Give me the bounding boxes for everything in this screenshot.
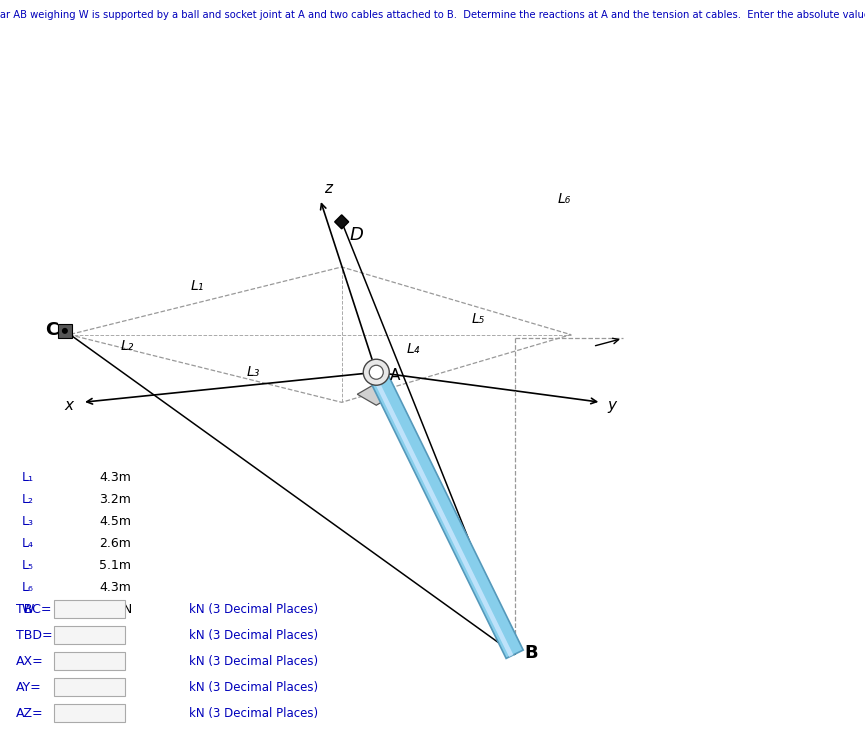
Text: AY=: AY= <box>16 681 42 693</box>
Text: L₅: L₅ <box>22 559 34 572</box>
Text: y: y <box>607 399 616 414</box>
Text: kN (3 Decimal Places): kN (3 Decimal Places) <box>189 602 317 616</box>
Text: L₁: L₁ <box>22 471 34 484</box>
Text: L₃: L₃ <box>247 365 260 379</box>
Text: A homogenous bar AB weighing W is supported by a ball and socket joint at A and : A homogenous bar AB weighing W is suppor… <box>0 10 865 20</box>
FancyBboxPatch shape <box>54 704 125 722</box>
Circle shape <box>62 328 67 334</box>
Text: L₂: L₂ <box>121 338 134 353</box>
Text: z: z <box>324 181 332 196</box>
Text: 3.2m: 3.2m <box>99 493 131 506</box>
Text: 4.5m: 4.5m <box>99 515 131 528</box>
Text: W: W <box>22 603 34 616</box>
Polygon shape <box>357 384 395 405</box>
Text: 4.3m: 4.3m <box>99 471 131 484</box>
Text: x: x <box>64 399 74 414</box>
Text: L₁: L₁ <box>190 278 203 293</box>
Text: L₄: L₄ <box>22 537 34 550</box>
Text: D: D <box>349 226 363 244</box>
FancyBboxPatch shape <box>54 652 125 670</box>
Text: L₆: L₆ <box>558 192 571 206</box>
Text: L₆: L₆ <box>22 581 34 594</box>
Text: TBC=: TBC= <box>16 602 51 616</box>
Text: 5.1m: 5.1m <box>99 559 131 572</box>
Circle shape <box>369 365 383 379</box>
FancyBboxPatch shape <box>54 678 125 696</box>
Polygon shape <box>335 215 349 229</box>
Text: L₂: L₂ <box>22 493 34 506</box>
Text: AX=: AX= <box>16 655 43 668</box>
Circle shape <box>363 359 389 385</box>
Text: B: B <box>525 644 538 663</box>
Text: A: A <box>390 368 400 384</box>
Text: kN (3 Decimal Places): kN (3 Decimal Places) <box>189 681 317 693</box>
FancyBboxPatch shape <box>54 600 125 618</box>
Text: C: C <box>45 321 58 339</box>
Text: kN (3 Decimal Places): kN (3 Decimal Places) <box>189 707 317 720</box>
Polygon shape <box>58 324 72 338</box>
Text: L₃: L₃ <box>22 515 34 528</box>
Text: L₄: L₄ <box>407 342 420 356</box>
Text: AZ=: AZ= <box>16 707 43 720</box>
Text: 350N: 350N <box>99 603 132 616</box>
Text: 2.6m: 2.6m <box>99 537 131 550</box>
Polygon shape <box>368 368 523 659</box>
Text: kN (3 Decimal Places): kN (3 Decimal Places) <box>189 655 317 668</box>
Text: kN (3 Decimal Places): kN (3 Decimal Places) <box>189 629 317 641</box>
Text: L₅: L₅ <box>471 312 484 326</box>
FancyBboxPatch shape <box>54 626 125 644</box>
Polygon shape <box>371 373 514 657</box>
Text: TBD=: TBD= <box>16 629 52 641</box>
Text: 4.3m: 4.3m <box>99 581 131 594</box>
